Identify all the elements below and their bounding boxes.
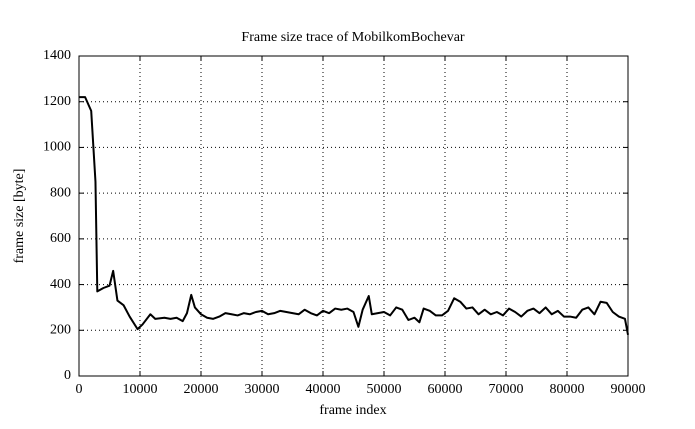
- y-tick-label: 600: [50, 231, 71, 246]
- x-tick-label: 10000: [123, 382, 158, 397]
- y-tick-label: 1000: [43, 140, 71, 155]
- y-tick-label: 0: [64, 368, 71, 383]
- x-tick-label: 90000: [611, 382, 646, 397]
- x-tick-label: 0: [76, 382, 83, 397]
- x-tick-label: 30000: [245, 382, 280, 397]
- plot-frame: [78, 55, 629, 377]
- y-tick-label: 800: [50, 185, 71, 200]
- x-tick-label: 60000: [428, 382, 463, 397]
- y-tick-label: 200: [50, 323, 71, 338]
- x-tick-label: 50000: [367, 382, 402, 397]
- x-tick-label: 80000: [550, 382, 585, 397]
- chart-title: Frame size trace of MobilkomBochevar: [241, 30, 464, 45]
- y-axis-label: frame size [byte]: [12, 169, 27, 264]
- x-axis-label: frame index: [319, 403, 386, 418]
- x-tick-label: 20000: [184, 382, 219, 397]
- y-tick-label: 1200: [43, 94, 71, 109]
- x-tick-label: 40000: [306, 382, 341, 397]
- y-tick-label: 1400: [43, 48, 71, 63]
- y-tick-label: 400: [50, 277, 71, 292]
- x-tick-label: 70000: [489, 382, 524, 397]
- data-line: [79, 96, 629, 336]
